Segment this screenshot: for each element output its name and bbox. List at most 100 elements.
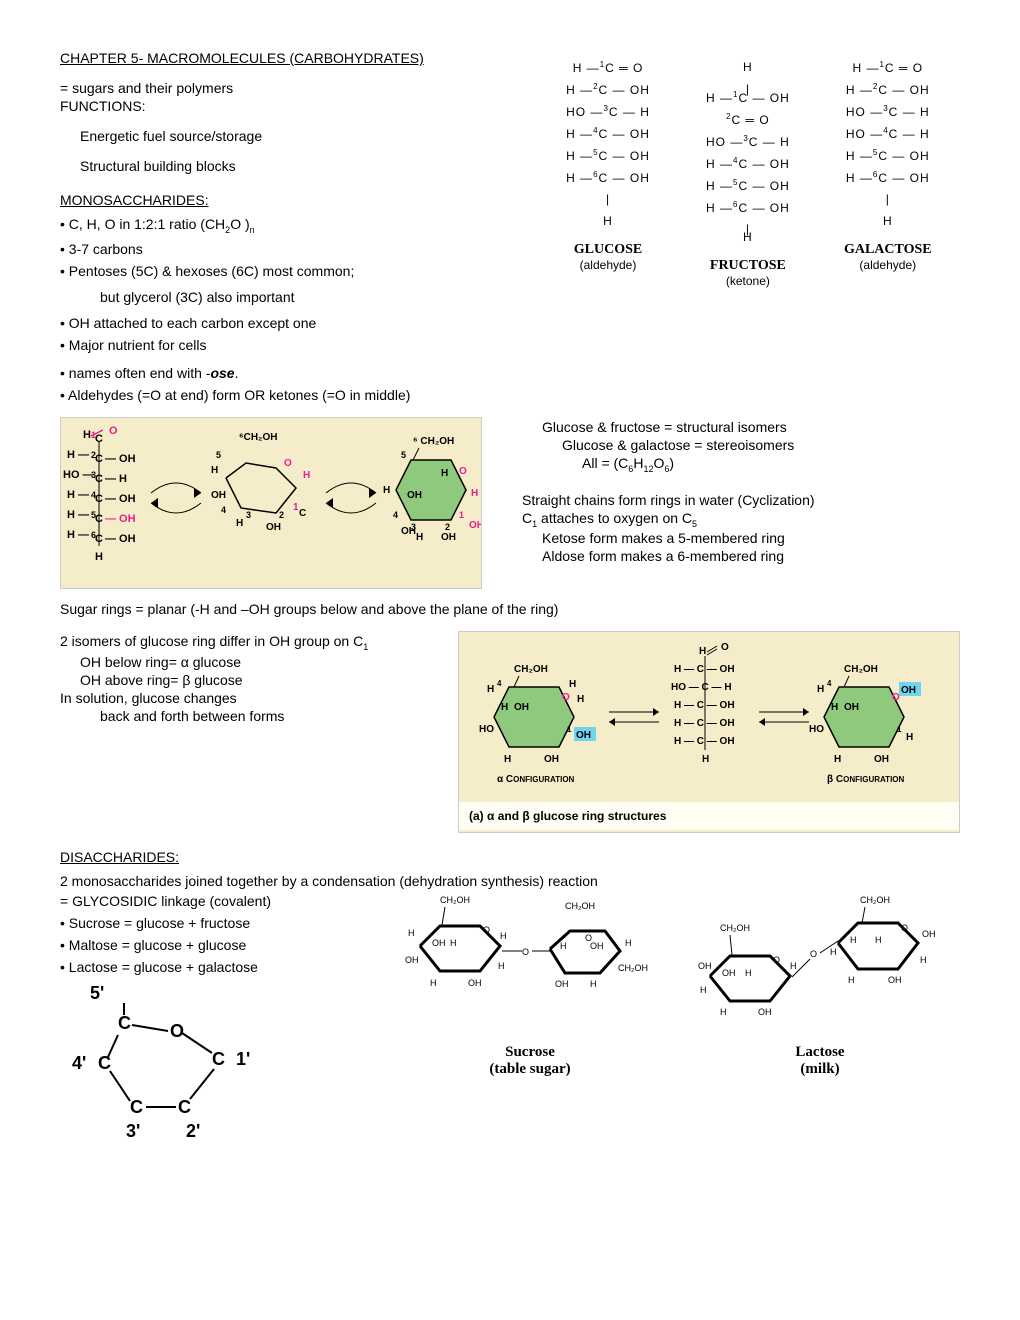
svg-text:H: H	[430, 978, 437, 988]
mono-bullet-4: • OH attached to each carbon except one	[60, 315, 530, 331]
svg-text:H: H	[590, 979, 597, 989]
svg-text:HO —: HO —	[63, 469, 94, 481]
svg-text:OH: OH	[698, 961, 712, 971]
di-line-4: • Maltose = glucose + glucose	[60, 937, 380, 953]
svg-text:1: 1	[459, 510, 464, 520]
svg-text:H: H	[702, 754, 709, 765]
ab-line-4: In solution, glucose changes	[60, 690, 458, 706]
svg-text:CH₂OH: CH₂OH	[844, 664, 878, 675]
svg-text:OH: OH	[407, 490, 422, 501]
svg-text:C: C	[130, 1097, 143, 1117]
svg-text:H: H	[500, 931, 507, 941]
svg-text:H —: H —	[67, 529, 89, 541]
svg-text:H: H	[817, 684, 824, 695]
svg-text:C: C	[178, 1097, 191, 1117]
svg-text:2': 2'	[186, 1121, 200, 1141]
svg-text:OH: OH	[468, 978, 482, 988]
mono-bullet-1: • C, H, O in 1:2:1 ratio (CH2O )n	[60, 216, 530, 235]
svg-text:OH: OH	[469, 520, 481, 531]
iso-line-2: Glucose & galactose = stereoisomers	[562, 437, 815, 453]
svg-text:H —: H —	[67, 509, 89, 521]
svg-text:3: 3	[411, 522, 416, 532]
svg-text:HO: HO	[479, 724, 494, 735]
svg-text:OH: OH	[922, 929, 936, 939]
title-plain: (CARBOHYDRATES)	[286, 50, 424, 66]
iso-line-1: Glucose & fructose = structural isomers	[542, 419, 815, 435]
fischer-fructose: H | H —1C — OH 2C ═ O HO —3C — H H —4C —…	[688, 60, 808, 288]
ab-line-5: back and forth between forms	[100, 708, 458, 724]
svg-text:H: H	[790, 961, 797, 971]
intro-line-2: FUNCTIONS:	[60, 98, 530, 114]
function-2: Structural building blocks	[80, 158, 530, 174]
sucrose-sub: (table sugar)	[390, 1061, 670, 1078]
fructose-type: (ketone)	[688, 274, 808, 288]
svg-text:α CONFIGURATION: α CONFIGURATION	[497, 774, 575, 785]
svg-text:O: O	[892, 692, 900, 703]
svg-text:HO — C — H: HO — C — H	[671, 682, 732, 693]
svg-text:H: H	[383, 485, 390, 496]
svg-text:O: O	[562, 692, 570, 703]
ab-line-1: 2 isomers of glucose ring differ in OH g…	[60, 633, 458, 652]
alpha-beta-diagram: CH₂OH O H4 HO HOH HOH H 1 OH H α CONFIGU…	[458, 631, 960, 833]
svg-text:CH₂OH: CH₂OH	[565, 901, 595, 911]
svg-text:OH: OH	[544, 754, 559, 765]
svg-text:1': 1'	[236, 1049, 250, 1069]
di-line-1: 2 monosaccharides joined together by a c…	[60, 873, 960, 889]
mono-bullet-5: • Major nutrient for cells	[60, 337, 530, 353]
svg-text:— OH: — OH	[105, 513, 136, 525]
svg-text:H: H	[834, 754, 841, 765]
svg-text:H: H	[920, 955, 927, 965]
fischer-projections: H —1C ═ O H —2C — OH HO —3C — H H —4C — …	[540, 60, 960, 288]
sucrose-name: Sucrose	[390, 1044, 670, 1061]
svg-text:H: H	[700, 985, 707, 995]
mono-bullet-3: • Pentoses (5C) & hexoses (6C) most comm…	[60, 263, 530, 279]
svg-text:H: H	[498, 961, 505, 971]
svg-text:O: O	[522, 947, 529, 957]
svg-text:OH: OH	[901, 685, 916, 696]
svg-text:O: O	[810, 949, 817, 959]
svg-text:OH: OH	[590, 941, 604, 951]
galactose-label: GALACTOSE	[828, 242, 948, 258]
cyc-line-3: Ketose form makes a 5-membered ring	[542, 530, 815, 546]
svg-text:O: O	[721, 642, 729, 653]
svg-text:H —: H —	[67, 489, 89, 501]
di-heading: DISACCHARIDES:	[60, 849, 960, 865]
mono-bullet-6: • names often end with -ose.	[60, 365, 530, 381]
mono-bullet-3b: but glycerol (3C) also important	[100, 289, 530, 305]
svg-text:H: H	[875, 935, 882, 945]
svg-text:O: O	[170, 1021, 184, 1041]
ab-line-2: OH below ring= α glucose	[80, 654, 458, 670]
svg-text:CH₂OH: CH₂OH	[618, 963, 648, 973]
svg-text:H: H	[569, 679, 576, 690]
di-line-3: • Sucrose = glucose + fructose	[60, 915, 380, 931]
svg-text:4: 4	[497, 679, 502, 688]
svg-text:H: H	[441, 468, 448, 479]
svg-text:OH: OH	[576, 730, 591, 741]
iso-line-3: All = (C6H12O6)	[582, 455, 815, 474]
svg-text:H: H	[236, 518, 243, 529]
svg-text:H — C — OH: H — C — OH	[674, 718, 735, 729]
cyc-line-2: C1 attaches to oxygen on C5	[522, 510, 815, 529]
svg-text:OH: OH	[844, 702, 859, 713]
lactose-sub: (milk)	[690, 1061, 950, 1078]
svg-text:3: 3	[246, 510, 251, 520]
svg-text:β CONFIGURATION: β CONFIGURATION	[827, 774, 905, 785]
svg-text:H: H	[450, 938, 457, 948]
svg-text:5: 5	[216, 450, 221, 460]
svg-text:2: 2	[279, 510, 284, 520]
cyc-line-1: Straight chains form rings in water (Cyc…	[522, 492, 815, 508]
svg-text:H: H	[850, 935, 857, 945]
glucose-type: (aldehyde)	[548, 258, 668, 272]
svg-text:O: O	[901, 923, 908, 933]
glucose-label: GLUCOSE	[548, 242, 668, 258]
title-underlined: CHAPTER 5- MACROMOLECULES	[60, 50, 286, 66]
svg-text:H — C — OH: H — C — OH	[674, 736, 735, 747]
cyc-line-4: Aldose form makes a 6-membered ring	[542, 548, 815, 564]
svg-text:H: H	[471, 488, 478, 499]
svg-text:4': 4'	[72, 1053, 86, 1073]
svg-text:1: 1	[897, 725, 902, 734]
svg-text:H: H	[848, 975, 855, 985]
svg-text:H: H	[830, 947, 837, 957]
svg-text:H: H	[95, 551, 103, 563]
svg-text:H: H	[487, 684, 494, 695]
